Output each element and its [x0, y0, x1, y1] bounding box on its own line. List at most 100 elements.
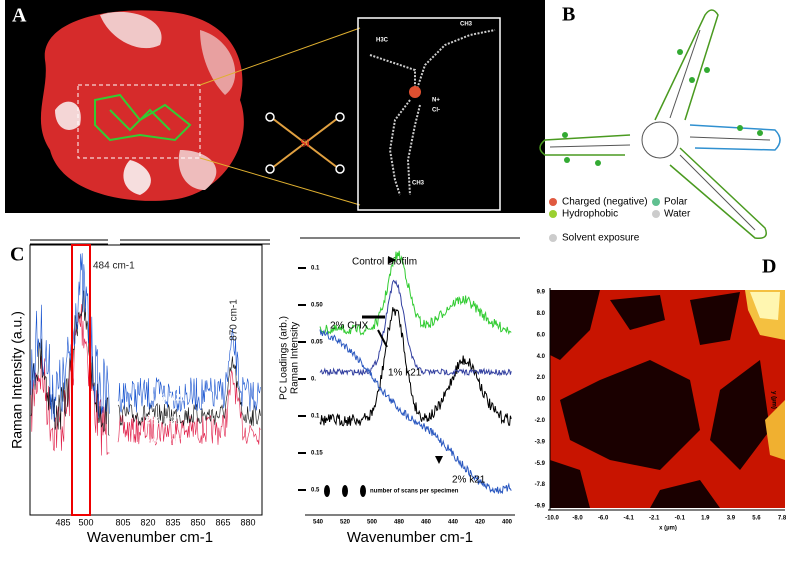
- y-tick-label: 6.0: [537, 332, 546, 338]
- x-tick-label: -6.0: [598, 516, 609, 522]
- loadings: [319, 250, 512, 495]
- y-tick-label: 2.0: [537, 375, 546, 381]
- si-diagram: [265, 112, 345, 174]
- y-tick-label: 0.05: [311, 340, 323, 346]
- x-tick-label: 500: [367, 520, 378, 526]
- zoom-lines: [199, 27, 361, 206]
- series-label: 2% CHX: [145, 437, 189, 449]
- peak-label: 484 cm-1: [93, 261, 135, 272]
- panel-label: A: [12, 5, 27, 27]
- scan-dots: [324, 485, 366, 497]
- protein-surface: [40, 10, 244, 201]
- x-tick-label: -2.1: [649, 516, 660, 522]
- spectrum: [30, 289, 110, 436]
- x-tick-label: 850: [190, 517, 205, 527]
- annotation: 2% k21: [452, 475, 486, 486]
- y-axis-label: PC Loadings (arb.): [279, 316, 290, 400]
- y-tick-label: 4.0: [537, 354, 546, 360]
- y-tick-label: -9.9: [535, 504, 546, 510]
- y-tick-label: 0.: [311, 377, 316, 383]
- legend-label: Charged (negative): [562, 197, 648, 208]
- x-tick-label: -8.0: [572, 516, 583, 522]
- x-tick-label: 480: [394, 520, 405, 526]
- atom-label: Cl-: [432, 108, 440, 114]
- x-tick-label: 420: [475, 520, 486, 526]
- y-tick-label: -3.9: [535, 439, 546, 445]
- x-tick-label: 3.9: [727, 516, 736, 522]
- y-tick-label: 8.0: [537, 311, 546, 317]
- y-axis-label: Raman Intensity: [290, 322, 301, 394]
- x-tick-label: 485: [55, 517, 70, 527]
- ligand-outline: [539, 9, 781, 240]
- spectrum: [30, 253, 110, 422]
- x-tick-label: -10.0: [545, 516, 559, 522]
- annotation: number of scans per specimen: [370, 489, 459, 495]
- x-tick-label: 880: [240, 517, 255, 527]
- x-tick-label: 400: [502, 520, 513, 526]
- spectrum: [117, 356, 261, 427]
- legend-label: Solvent exposure: [562, 233, 640, 244]
- series-label: 2% k21: [145, 415, 181, 427]
- legend-swatch: [652, 210, 660, 218]
- spectrum: [319, 307, 512, 427]
- spectra: [30, 253, 261, 456]
- x-tick-label: 865: [215, 517, 230, 527]
- head-group: [409, 86, 421, 98]
- water-dots: [562, 49, 763, 166]
- heatmap: [550, 290, 785, 508]
- x-axis-label: x (µm): [659, 526, 677, 532]
- x-axis-label: Wavenumber cm-1: [347, 529, 473, 546]
- plot-frame: [29, 244, 263, 516]
- spectrum: [117, 328, 261, 413]
- y-tick-label: 0.5: [311, 488, 320, 494]
- y-tick-label: 0.0: [537, 397, 546, 403]
- x-tick-label: 820: [140, 517, 155, 527]
- spectrum: [319, 329, 512, 495]
- legend-swatch: [549, 234, 557, 242]
- y-axis-label: y (µm): [770, 391, 776, 409]
- zoom-box: [77, 84, 201, 159]
- legend-label: Hydrophobic: [562, 209, 618, 220]
- legend-label: Water: [664, 209, 691, 220]
- ligand-core: [549, 29, 771, 231]
- x-tick-label: 500: [78, 517, 93, 527]
- panel-label: B: [562, 4, 575, 26]
- x-tick-label: 5.6: [752, 516, 761, 522]
- y-tick-label: 0.50: [311, 303, 323, 309]
- x-tick-label: 540: [313, 520, 324, 526]
- legend-swatch: [549, 198, 557, 206]
- atom-label: N+: [432, 98, 440, 104]
- spectrum: [319, 279, 512, 377]
- spectrum: [117, 370, 261, 446]
- legend-label: Polar: [664, 197, 688, 208]
- y-tick-label: 0.15: [311, 451, 323, 457]
- y-tick-label: 9.9: [537, 290, 546, 296]
- x-tick-label: -0.1: [675, 516, 686, 522]
- panel-label: D: [762, 256, 776, 278]
- peak-label: 870 cm-1: [229, 299, 240, 341]
- panel-label: C: [10, 244, 24, 266]
- legend-swatch: [652, 198, 660, 206]
- series-label: 1% k21: [150, 392, 186, 404]
- atom-label: CH3: [460, 22, 473, 28]
- spectrum: [319, 250, 512, 336]
- x-tick-label: 1.9: [701, 516, 710, 522]
- annotation: 1% k21: [388, 368, 422, 379]
- x-tick-label: 520: [340, 520, 351, 526]
- atom-label: H3C: [376, 38, 389, 44]
- x-tick-label: 835: [165, 517, 180, 527]
- x-tick-label: -4.1: [623, 516, 634, 522]
- annotation: Control Biofilm: [352, 257, 417, 268]
- inset-box: [357, 17, 501, 211]
- annotation: 2% CHX: [330, 321, 369, 332]
- y-tick-label: 0.1: [311, 266, 320, 272]
- legend-swatch: [549, 210, 557, 218]
- y-tick-label: -7.8: [535, 482, 546, 488]
- x-tick-label: 805: [115, 517, 130, 527]
- y-tick-label: 0.1: [311, 414, 320, 420]
- break-lines: [30, 237, 520, 245]
- y-axis-label: Raman Intensity (a.u.): [9, 311, 25, 449]
- x-axis-label: Wavenumber cm-1: [87, 529, 213, 546]
- highlight-box: [71, 244, 91, 516]
